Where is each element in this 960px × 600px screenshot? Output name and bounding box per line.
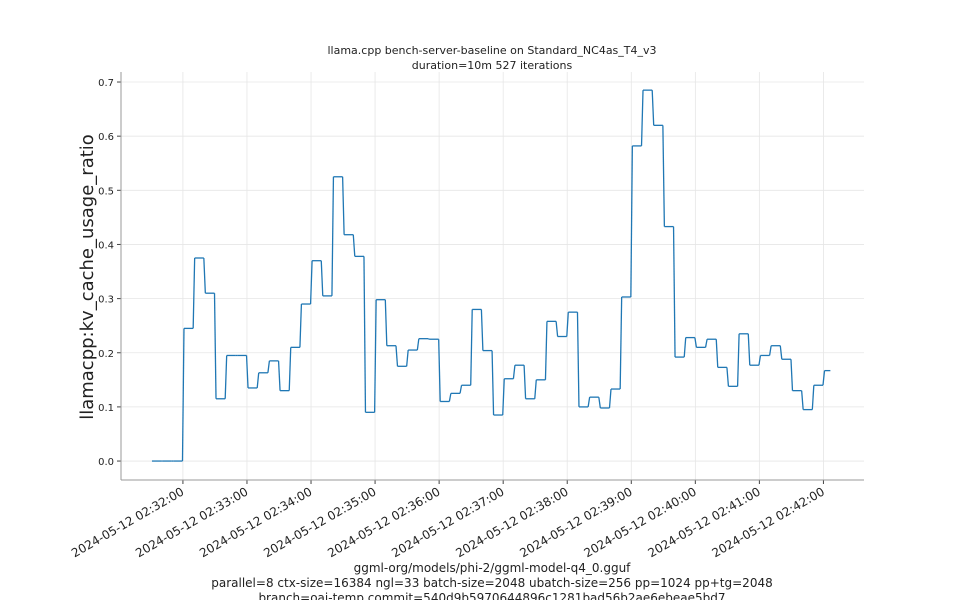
x-tick-label: 2024-05-12 02:40:00	[581, 484, 698, 560]
step-connector	[203, 257, 206, 294]
step-connector	[640, 90, 644, 146]
step-connector	[256, 372, 260, 389]
y-tick-label: 0.4	[98, 240, 114, 251]
step-connector	[192, 257, 196, 329]
step-connector	[811, 385, 815, 410]
step-connector	[822, 370, 826, 386]
step-connector	[534, 379, 537, 399]
step-connector	[523, 365, 527, 399]
x-tick-label: 2024-05-12 02:34:00	[197, 484, 314, 560]
step-connector	[277, 360, 281, 391]
step-connector	[309, 260, 313, 305]
x-tick-label: 2024-05-12 02:39:00	[517, 484, 634, 560]
step-connector	[459, 385, 463, 394]
step-connector	[598, 397, 601, 409]
y-tick-label: 0.2	[98, 349, 114, 360]
chart-title: llama.cpp bench-server-baseline on Stand…	[327, 44, 656, 57]
step-connector	[320, 260, 324, 296]
step-connector	[427, 338, 430, 340]
step-connector	[566, 312, 569, 337]
y-tick-label: 0.1	[98, 403, 114, 414]
x-tick-label: 2024-05-12 02:36:00	[325, 484, 442, 560]
step-connector	[544, 321, 548, 380]
step-connector	[245, 355, 249, 388]
x-tick-label: 2024-05-12 02:38:00	[453, 484, 570, 560]
x-tick-label: 2024-05-12 02:35:00	[261, 484, 378, 560]
step-connector	[619, 296, 623, 390]
step-connector	[331, 176, 335, 296]
step-connector	[470, 309, 473, 386]
x-tick-label: 2024-05-12 02:42:00	[710, 484, 827, 560]
step-connector	[651, 90, 655, 126]
step-connector	[363, 256, 367, 413]
step-connector	[438, 339, 441, 402]
x-tick-label: 2024-05-12 02:32:00	[69, 484, 186, 560]
step-connector	[384, 299, 388, 346]
y-tick-label: 0.5	[98, 186, 114, 197]
y-tick-label: 0.7	[98, 78, 114, 89]
step-connector	[491, 350, 495, 416]
step-connector	[790, 359, 794, 391]
step-connector	[395, 345, 399, 367]
y-tick-label: 0.6	[98, 132, 114, 143]
step-connector	[779, 345, 783, 360]
step-connector	[299, 303, 303, 348]
step-connector	[181, 328, 185, 462]
step-connector	[736, 333, 740, 387]
x-tick-label: 2024-05-12 02:33:00	[133, 484, 250, 560]
step-connector	[683, 337, 687, 358]
step-connector	[341, 176, 345, 235]
step-connector	[213, 293, 217, 399]
x-tick-label: 2024-05-12 02:41:00	[646, 484, 763, 560]
y-tick-label: 0.3	[98, 295, 114, 306]
step-connector	[715, 339, 719, 368]
step-connector	[448, 393, 452, 402]
step-connector	[630, 145, 633, 297]
step-connector	[768, 345, 772, 356]
step-connector	[608, 388, 612, 409]
step-connector	[267, 360, 271, 373]
y-tick-label: 0.0	[98, 457, 114, 468]
step-connector	[416, 338, 420, 351]
step-connector	[406, 349, 409, 367]
step-connector	[352, 234, 356, 257]
step-connector	[502, 378, 505, 416]
step-connector	[801, 390, 804, 410]
footer-line: parallel=8 ctx-size=16384 ngl=33 batch-s…	[211, 576, 772, 590]
step-connector	[555, 321, 559, 337]
step-connector	[726, 367, 730, 387]
step-connector	[576, 312, 580, 407]
chart-subtitle: duration=10m 527 iterations	[412, 59, 573, 72]
y-axis-label: llamacpp:kv_cache_usage_ratio	[77, 134, 98, 420]
step-connector	[224, 355, 228, 399]
step-connector	[662, 125, 666, 227]
step-connector	[672, 226, 676, 358]
footer-line: ggml-org/models/phi-2/ggml-model-q4_0.gg…	[354, 561, 632, 575]
step-connector	[694, 337, 698, 348]
step-connector	[288, 347, 292, 391]
step-connector	[747, 333, 751, 366]
step-connector	[480, 309, 484, 351]
step-connector	[373, 299, 377, 413]
x-tick-label: 2024-05-12 02:37:00	[389, 484, 506, 560]
step-connector	[704, 339, 708, 348]
step-connector	[758, 355, 762, 366]
footer-line: branch=oai-temp commit=540d9b5970644896c…	[258, 591, 725, 600]
step-connector	[512, 365, 516, 379]
step-connector	[587, 397, 591, 407]
